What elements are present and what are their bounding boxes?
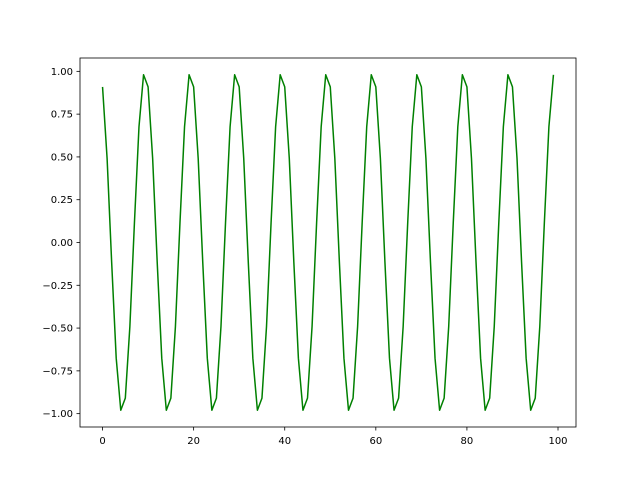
- x-tick-label: 0: [99, 436, 105, 447]
- y-tick-label: −0.75: [42, 366, 73, 377]
- series-line: [101, 74, 555, 411]
- y-tick-label: 0.00: [51, 238, 73, 249]
- plot-frame: [79, 57, 577, 428]
- y-tick-label: 0.25: [51, 195, 73, 206]
- x-tick-label: 80: [461, 436, 474, 447]
- y-tick-label: −0.50: [42, 324, 73, 335]
- x-tick-label: 100: [548, 436, 567, 447]
- y-tick-label: −1.00: [42, 409, 73, 420]
- x-tick-label: 20: [187, 436, 200, 447]
- y-tick-label: −0.25: [42, 281, 73, 292]
- y-tick-label: 0.50: [51, 152, 73, 163]
- y-tick-label: 1.00: [51, 67, 73, 78]
- x-tick-label: 60: [369, 436, 382, 447]
- y-tick-label: 0.75: [51, 110, 73, 121]
- x-tick-label: 40: [278, 436, 291, 447]
